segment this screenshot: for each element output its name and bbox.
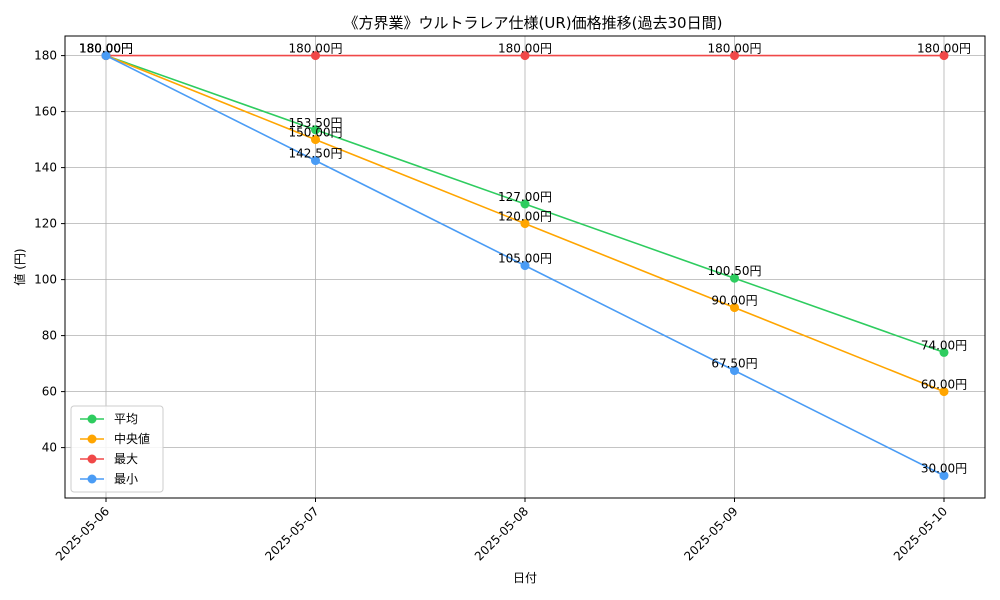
data-label: 30.00円 [921,462,967,476]
data-point [520,261,530,271]
legend-label: 最大 [114,452,138,466]
data-point [311,125,320,135]
legend-item: 最大 [80,452,138,466]
data-label: 180.00円 [79,42,133,56]
data-point [520,51,530,61]
legend-marker [87,474,97,484]
data-label: 180.00円 [917,42,971,56]
data-point [520,199,530,209]
data-point [311,135,320,145]
legend-label: 最小 [114,472,138,486]
data-label: 120.00円 [498,210,552,224]
data-point [311,156,320,166]
data-label: 180.00円 [79,42,133,56]
data-label: 127.00円 [498,190,552,204]
y-tick-label: 140 [34,161,57,175]
legend-item: 最小 [80,472,138,486]
legend-label: 平均 [114,412,138,426]
y-tick-label: 120 [34,217,57,231]
data-point [101,51,111,61]
x-tick-label: 2025-05-06 [53,504,112,563]
data-label: 180.00円 [289,42,343,56]
data-label: 60.00円 [921,378,967,392]
legend-item: 平均 [80,412,138,426]
x-tick-label: 2025-05-10 [891,504,950,563]
data-point [939,387,949,397]
y-tick-label: 80 [42,329,57,343]
data-label: 180.00円 [79,42,133,56]
legend-marker [87,454,97,464]
data-label: 74.00円 [921,338,967,352]
data-label: 180.00円 [79,42,133,56]
data-point [939,471,949,481]
data-point [730,273,739,283]
x-axis-label: 日付 [513,571,537,585]
y-tick-label: 100 [34,273,57,287]
y-tick-label: 180 [34,49,57,63]
data-point [730,366,739,376]
x-tick-label: 2025-05-07 [262,504,321,563]
data-point [730,303,739,313]
data-label: 180.00円 [498,42,552,56]
y-tick-label: 160 [34,105,57,119]
legend-marker [87,434,97,444]
x-axis: 2025-05-06 2025-05-07 2025-05-08 2025-05-09… [53,498,950,563]
data-labels: 180.00円 153.50円 127.00円 100.50円 74.00円 180.00… [79,42,971,476]
legend-box [70,405,164,493]
x-tick-label: 2025-05-09 [681,504,740,563]
series-layer [101,51,949,481]
series-3 [101,51,949,481]
legend-label: 中央値 [114,431,150,446]
data-label: 90.00円 [711,294,757,308]
data-point [730,51,739,61]
y-axis: 40 60 80 100 120 140 160 180 [34,49,65,455]
data-label: 180.00円 [708,42,762,56]
data-point [939,347,949,357]
y-tick-label: 40 [42,441,57,455]
legend-marker [87,414,97,424]
y-axis-label: 値 (円) [12,248,27,285]
data-label: 153.50円 [289,116,343,130]
data-label: 142.50円 [289,147,343,161]
y-tick-label: 60 [42,385,57,399]
x-tick-label: 2025-05-08 [472,504,531,563]
data-label: 150.00円 [289,126,343,140]
data-point [520,219,530,229]
data-label: 67.50円 [711,357,757,371]
data-label: 105.00円 [498,252,552,266]
legend-item: 中央値 [80,431,150,446]
chart-title: 《方界業》ウルトラレア仕様(UR)価格推移(過去30日間) [344,14,723,32]
data-point [939,51,949,61]
data-point [311,51,320,61]
data-label: 100.50円 [708,264,762,278]
